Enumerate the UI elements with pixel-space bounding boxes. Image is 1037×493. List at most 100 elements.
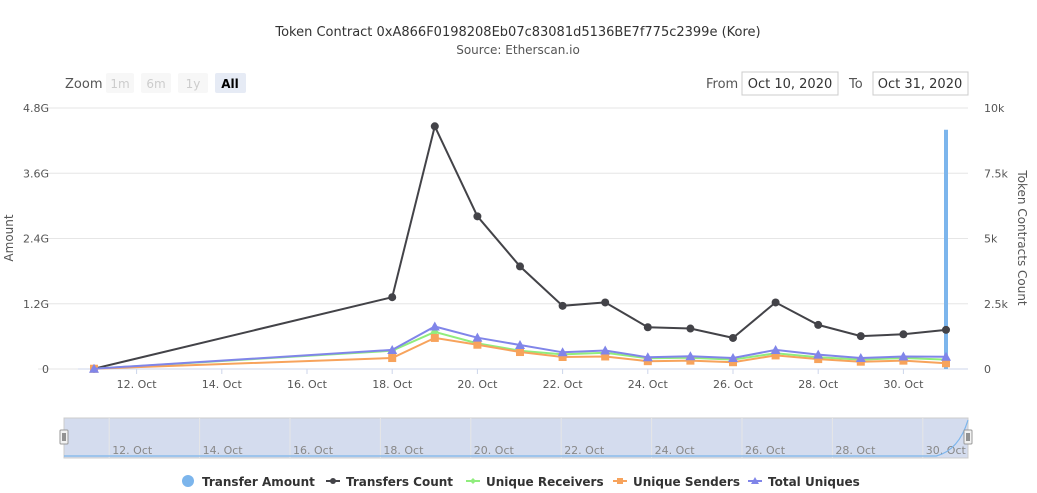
zoom-button-1m[interactable]: 1m: [106, 73, 134, 93]
y-left-tick-label: 1.2G: [23, 298, 49, 311]
total-uniques-point: [387, 344, 398, 354]
legend-item-total-uniques[interactable]: Total Uniques: [748, 475, 860, 489]
transfers-count-point: [643, 323, 652, 332]
transfers-count-point: [430, 122, 439, 131]
unique-senders-point: [771, 351, 780, 360]
total-uniques-point: [472, 332, 483, 342]
zoom-button-1y-label: 1y: [186, 77, 201, 91]
to-label: To: [848, 77, 863, 92]
navigator-series: [64, 419, 969, 457]
total-uniques-point: [813, 349, 824, 359]
legend-label: Transfer Amount: [202, 475, 315, 489]
total-uniques-point: [600, 345, 611, 355]
total-uniques-point: [855, 353, 866, 363]
total-uniques-point: [557, 347, 568, 357]
unique-senders-point: [729, 358, 737, 367]
total-uniques-point: [941, 351, 951, 361]
from-date-input[interactable]: Oct 10, 2020: [741, 71, 839, 96]
total-uniques-point: [429, 321, 440, 331]
transfers-count-point: [729, 333, 737, 342]
plot-series: [89, 122, 951, 373]
transfers-count-line: [93, 123, 947, 370]
from-date-value: Oct 10, 2020: [748, 77, 833, 92]
transfers-count-point: [686, 324, 695, 333]
x-tick-label: 30. Oct: [883, 378, 924, 391]
legend-label: Total Uniques: [768, 475, 860, 489]
range-selector: Zoom 1m 6m 1y All From Oct 10, 2020 To O…: [65, 71, 969, 96]
navigator[interactable]: 12. Oct 14. Oct 16. Oct 18. Oct 20. Oct 22. O…: [59, 417, 973, 459]
y-left-tick-label: 0: [42, 363, 49, 376]
legend-label: Unique Senders: [633, 475, 740, 489]
zoom-button-6m-label: 6m: [146, 77, 165, 91]
navigator-grid: 12. Oct 14. Oct 16. Oct 18. Oct 20. Oct 22. O…: [108, 418, 966, 458]
y-axis-left: 0 1.2G 2.4G 3.6G 4.8G: [23, 102, 49, 376]
total-uniques-point: [770, 344, 781, 354]
zoom-button-all-label: All: [221, 77, 239, 91]
navigator-tick-label: 20. Oct: [474, 444, 515, 457]
unique-senders-point: [388, 354, 397, 363]
total-uniques-point: [728, 353, 738, 363]
x-tick-label: 28. Oct: [798, 378, 839, 391]
legend-label: Unique Receivers: [486, 475, 604, 489]
y-right-tick-label: 10k: [984, 102, 1005, 115]
transfers-count-point: [771, 298, 780, 307]
legend-item-unique-receivers[interactable]: Unique Receivers: [466, 475, 604, 489]
y-left-tick-label: 3.6G: [23, 167, 49, 180]
total-uniques-point: [898, 351, 909, 361]
unique-senders-point: [558, 352, 567, 361]
x-tick-label: 14. Oct: [202, 378, 243, 391]
transfers-count-point: [942, 325, 950, 334]
zoom-button-all[interactable]: All: [215, 73, 246, 93]
legend-item-unique-senders[interactable]: Unique Senders: [613, 475, 740, 489]
transfers-count-point: [899, 330, 908, 339]
legend-item-transfers-count[interactable]: Transfers Count: [326, 475, 453, 489]
grid-lines: [38, 107, 968, 370]
transfers-count-point: [601, 298, 610, 307]
x-axis: 12. Oct 14. Oct 16. Oct 18. Oct 20. Oct 22. O…: [78, 368, 968, 391]
x-tick-label: 26. Oct: [713, 378, 754, 391]
navigator-tick-label: 22. Oct: [564, 444, 605, 457]
navigator-tick-label: 28. Oct: [835, 444, 876, 457]
unique-senders-point: [942, 359, 950, 368]
y-left-tick-label: 2.4G: [23, 233, 49, 246]
zoom-button-6m[interactable]: 6m: [141, 73, 171, 93]
navigator-tick-label: 14. Oct: [203, 444, 244, 457]
x-tick-label: 18. Oct: [372, 378, 413, 391]
total-uniques-point: [685, 351, 696, 361]
x-tick-label: 12. Oct: [117, 378, 158, 391]
y-axis-left-title: Amount: [2, 214, 16, 261]
y-right-tick-label: 5k: [984, 233, 998, 246]
x-tick-label: 22. Oct: [543, 378, 584, 391]
transfer-amount-bar: [944, 129, 948, 369]
y-right-tick-label: 2.5k: [984, 298, 1008, 311]
unique-senders-point: [686, 356, 695, 365]
chart-title: Token Contract 0xA866F0198208Eb07c83081d…: [274, 25, 760, 40]
legend-label: Transfers Count: [346, 475, 453, 489]
to-date-value: Oct 31, 2020: [878, 77, 963, 92]
zoom-label: Zoom: [65, 77, 102, 92]
zoom-button-1y[interactable]: 1y: [178, 73, 208, 93]
x-tick-label: 20. Oct: [457, 378, 498, 391]
to-date-input[interactable]: Oct 31, 2020: [872, 71, 969, 96]
legend-item-transfer-amount[interactable]: Transfer Amount: [182, 475, 315, 489]
navigator-handle-right[interactable]: [963, 429, 973, 445]
total-uniques-point: [515, 339, 525, 349]
unique-senders-point: [430, 333, 439, 342]
chart-subtitle: Source: Etherscan.io: [456, 43, 580, 57]
unique-senders-point: [516, 348, 524, 357]
legend-symbol-marker: [617, 478, 623, 484]
transfers-count-point: [473, 212, 482, 221]
navigator-handle-left[interactable]: [59, 429, 69, 445]
zoom-button-1m-label: 1m: [110, 77, 129, 91]
from-label: From: [706, 77, 738, 92]
navigator-tick-label: 12. Oct: [112, 444, 153, 457]
legend: Transfer Amount Transfers Count Unique Rec…: [182, 475, 860, 489]
navigator-tick-label: 24. Oct: [655, 444, 696, 457]
x-tick-label: 24. Oct: [628, 378, 669, 391]
transfers-count-point: [388, 293, 397, 302]
navigator-tick-label: 16. Oct: [293, 444, 334, 457]
legend-symbol-marker: [470, 478, 476, 484]
unique-senders-point: [814, 355, 823, 364]
navigator-tick-label: 26. Oct: [745, 444, 786, 457]
